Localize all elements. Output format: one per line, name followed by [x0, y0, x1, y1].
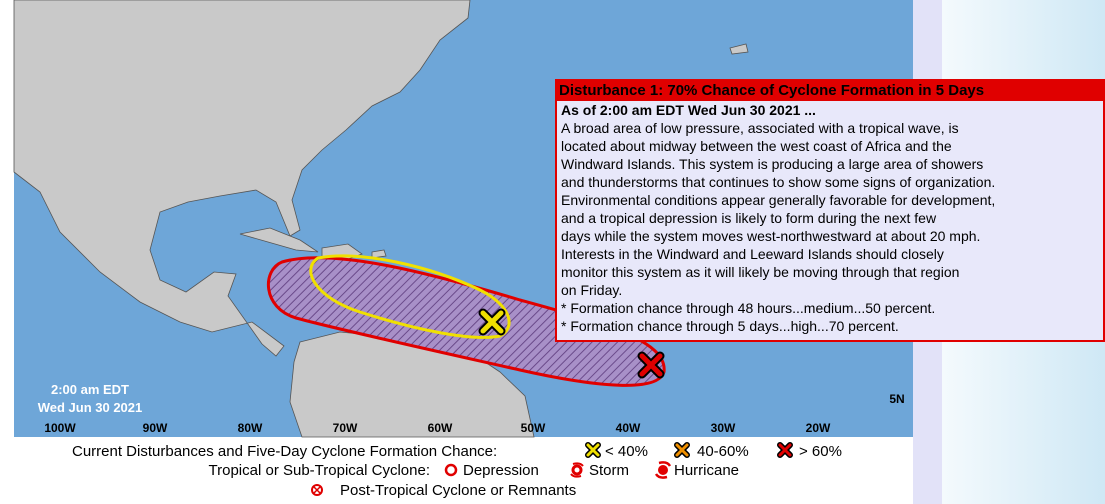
- legend-chance: > 60%: [799, 443, 842, 460]
- legend-cyclone: Depression: [463, 462, 539, 479]
- legend-label: Current Disturbances and Five-Day Cyclon…: [72, 443, 497, 460]
- popup-line: on Friday.: [561, 282, 623, 298]
- legend-cyclone: Hurricane: [674, 462, 739, 479]
- popup-line: Windward Islands. This system is produci…: [561, 156, 984, 172]
- legend-label: Tropical or Sub-Tropical Cyclone:: [209, 462, 430, 479]
- legend-chance: 40-60%: [697, 443, 749, 460]
- longitude-label: 60W: [428, 421, 453, 435]
- popup-line: * Formation chance through 48 hours...me…: [561, 300, 936, 316]
- formation-area-yellow[interactable]: [309, 254, 511, 339]
- legend-chance: < 40%: [605, 443, 648, 460]
- longitude-label: 40W: [616, 421, 641, 435]
- popup-line: and thunderstorms that continues to show…: [561, 174, 996, 190]
- longitude-label: 100W: [44, 421, 76, 435]
- popup-title: Disturbance 1: 70% Chance of Cyclone For…: [557, 81, 1103, 101]
- popup-issued: As of 2:00 am EDT Wed Jun 30 2021 ...: [561, 102, 816, 118]
- popup-line: and a tropical depression is likely to f…: [561, 210, 937, 226]
- legend-cyclone: Storm: [589, 462, 629, 479]
- popup-line: Environmental conditions appear generall…: [561, 192, 996, 208]
- longitude-label: 50W: [521, 421, 546, 435]
- longitude-label: 80W: [238, 421, 263, 435]
- formation-area-red[interactable]: [266, 256, 666, 387]
- disturbance-popup: Disturbance 1: 70% Chance of Cyclone For…: [555, 79, 1105, 342]
- popup-body: A broad area of low pressure, associated…: [557, 119, 1103, 335]
- longitude-label: 70W: [333, 421, 358, 435]
- disturbance-area[interactable]: [266, 254, 666, 387]
- popup-line: Interests in the Windward and Leeward Is…: [561, 246, 944, 262]
- latitude-label: 5N: [889, 392, 904, 406]
- disturbance-marker-yellow[interactable]: [478, 308, 506, 336]
- disturbance-marker-red[interactable]: [637, 351, 665, 379]
- longitude-label: 90W: [143, 421, 168, 435]
- map-time: 2:00 am EDT: [51, 382, 129, 397]
- longitude-label: 30W: [711, 421, 736, 435]
- popup-line: located about midway between the west co…: [561, 138, 952, 154]
- popup-line: days while the system moves west-northwe…: [561, 228, 981, 244]
- popup-line: A broad area of low pressure, associated…: [561, 120, 959, 136]
- map-date: Wed Jun 30 2021: [38, 400, 143, 415]
- legend-post-tropical: Post-Tropical Cyclone or Remnants: [340, 482, 576, 499]
- popup-line: monitor this system as it will likely be…: [561, 264, 960, 280]
- longitude-label: 20W: [806, 421, 831, 435]
- popup-line: * Formation chance through 5 days...high…: [561, 318, 899, 334]
- legend: Current Disturbances and Five-Day Cyclon…: [72, 442, 842, 499]
